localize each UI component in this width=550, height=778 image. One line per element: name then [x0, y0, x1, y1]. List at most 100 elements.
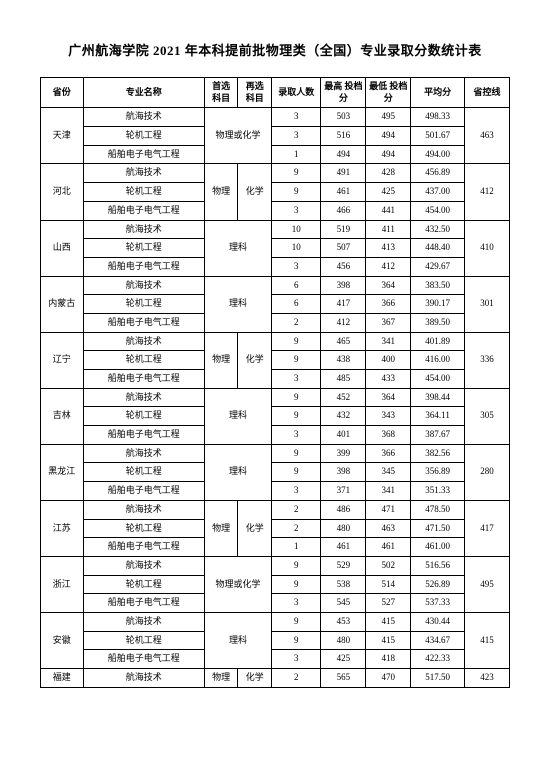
cell-enrolled: 9: [272, 164, 321, 183]
cell-avg: 364.11: [411, 407, 465, 426]
cell-enrolled: 9: [272, 351, 321, 370]
cell-major: 航海技术: [83, 500, 204, 519]
cell-subject2: 化学: [238, 669, 272, 688]
cell-avg: 526.89: [411, 575, 465, 594]
cell-major: 航海技术: [83, 556, 204, 575]
cell-major: 船舶电子电气工程: [83, 426, 204, 445]
hdr-subject1: 首选 科目: [204, 78, 238, 108]
cell-max: 486: [321, 500, 366, 519]
hdr-major: 专业名称: [83, 78, 204, 108]
cell-max: 491: [321, 164, 366, 183]
cell-max: 398: [321, 463, 366, 482]
cell-avg: 398.44: [411, 388, 465, 407]
cell-major: 轮机工程: [83, 631, 204, 650]
cell-max: 485: [321, 370, 366, 389]
cell-max: 412: [321, 313, 366, 332]
cell-subject1: 物理: [204, 332, 238, 388]
table-row: 船舶电子电气工程3456412429.67: [41, 257, 510, 276]
table-row: 吉林航海技术理科9452364398.44305: [41, 388, 510, 407]
cell-subject2: 化学: [238, 164, 272, 220]
table-row: 黑龙江航海技术理科9399366382.56280: [41, 444, 510, 463]
table-row: 船舶电子电气工程1494494494.00: [41, 145, 510, 164]
cell-enrolled: 9: [272, 612, 321, 631]
cell-max: 507: [321, 239, 366, 258]
cell-max: 538: [321, 575, 366, 594]
table-row: 轮机工程9480415434.67: [41, 631, 510, 650]
cell-subject1: 物理: [204, 669, 238, 688]
score-table: 省份 专业名称 首选 科目 再选 科目 录取人数 最高 投档分 最低 投档分 平…: [40, 77, 510, 688]
cell-min: 411: [366, 220, 411, 239]
cell-major: 轮机工程: [83, 295, 204, 314]
cell-major: 航海技术: [83, 388, 204, 407]
cell-major: 航海技术: [83, 164, 204, 183]
cell-avg: 351.33: [411, 482, 465, 501]
table-row: 轮机工程9461425437.00: [41, 183, 510, 202]
cell-avg: 401.89: [411, 332, 465, 351]
cell-provline: 412: [465, 164, 510, 220]
cell-avg: 478.50: [411, 500, 465, 519]
cell-enrolled: 3: [272, 482, 321, 501]
hdr-province: 省份: [41, 78, 84, 108]
cell-major: 船舶电子电气工程: [83, 201, 204, 220]
cell-avg: 494.00: [411, 145, 465, 164]
cell-enrolled: 9: [272, 444, 321, 463]
cell-major: 航海技术: [83, 612, 204, 631]
cell-max: 480: [321, 631, 366, 650]
cell-avg: 390.17: [411, 295, 465, 314]
cell-enrolled: 9: [272, 332, 321, 351]
cell-major: 航海技术: [83, 108, 204, 127]
cell-avg: 383.50: [411, 276, 465, 295]
cell-enrolled: 9: [272, 556, 321, 575]
cell-province: 浙江: [41, 556, 84, 612]
cell-provline: 336: [465, 332, 510, 388]
cell-major: 航海技术: [83, 276, 204, 295]
cell-subject1: 物理或化学: [204, 556, 271, 612]
cell-major: 航海技术: [83, 669, 204, 688]
table-row: 轮机工程9438400416.00: [41, 351, 510, 370]
cell-enrolled: 9: [272, 183, 321, 202]
table-row: 山西航海技术理科10519411432.50410: [41, 220, 510, 239]
cell-provline: 301: [465, 276, 510, 332]
cell-avg: 471.50: [411, 519, 465, 538]
cell-max: 466: [321, 201, 366, 220]
cell-major: 轮机工程: [83, 463, 204, 482]
cell-avg: 461.00: [411, 538, 465, 557]
cell-avg: 501.67: [411, 127, 465, 146]
cell-major: 航海技术: [83, 332, 204, 351]
cell-max: 545: [321, 594, 366, 613]
table-row: 轮机工程9398345356.89: [41, 463, 510, 482]
cell-province: 黑龙江: [41, 444, 84, 500]
table-row: 轮机工程9538514526.89: [41, 575, 510, 594]
table-row: 浙江航海技术物理或化学9529502516.56495: [41, 556, 510, 575]
cell-min: 463: [366, 519, 411, 538]
cell-subject2: 化学: [238, 332, 272, 388]
table-row: 船舶电子电气工程1461461461.00: [41, 538, 510, 557]
table-row: 轮机工程3516494501.67: [41, 127, 510, 146]
cell-major: 船舶电子电气工程: [83, 313, 204, 332]
cell-major: 轮机工程: [83, 575, 204, 594]
cell-enrolled: 10: [272, 220, 321, 239]
cell-max: 425: [321, 650, 366, 669]
cell-major: 船舶电子电气工程: [83, 538, 204, 557]
cell-enrolled: 10: [272, 239, 321, 258]
cell-provline: 423: [465, 669, 510, 688]
cell-min: 418: [366, 650, 411, 669]
table-row: 船舶电子电气工程3401368387.67: [41, 426, 510, 445]
cell-enrolled: 2: [272, 500, 321, 519]
cell-min: 343: [366, 407, 411, 426]
cell-max: 417: [321, 295, 366, 314]
table-row: 轮机工程6417366390.17: [41, 295, 510, 314]
cell-avg: 434.67: [411, 631, 465, 650]
cell-min: 341: [366, 332, 411, 351]
cell-provline: 305: [465, 388, 510, 444]
cell-min: 400: [366, 351, 411, 370]
cell-min: 433: [366, 370, 411, 389]
cell-min: 341: [366, 482, 411, 501]
cell-subject1: 理科: [204, 444, 271, 500]
cell-min: 415: [366, 631, 411, 650]
table-row: 轮机工程10507413448.40: [41, 239, 510, 258]
cell-enrolled: 9: [272, 463, 321, 482]
cell-max: 456: [321, 257, 366, 276]
table-row: 河北航海技术物理化学9491428456.89412: [41, 164, 510, 183]
cell-major: 轮机工程: [83, 239, 204, 258]
